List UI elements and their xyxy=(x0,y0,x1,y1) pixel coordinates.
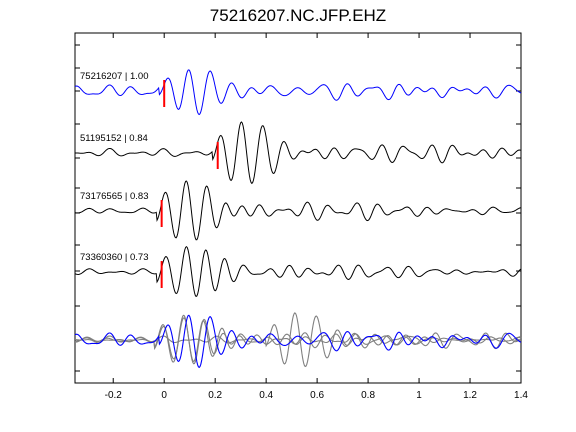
chart-title: 75216207.NC.JFP.EHZ xyxy=(209,6,387,25)
trace-label: 73176565 | 0.83 xyxy=(80,191,149,202)
x-tick-label: 1 xyxy=(416,390,422,401)
trace-line xyxy=(74,245,522,298)
x-axis: -0.2 0 0.2 0.4 0.6 0.8 1 1.2 1.4 xyxy=(105,33,528,401)
trace-label: 73360360 | 0.73 xyxy=(80,252,149,263)
x-tick-label: 1.4 xyxy=(514,390,528,401)
pick-markers xyxy=(160,80,219,288)
trace-label: 51195152 | 0.84 xyxy=(80,133,148,144)
trace-line xyxy=(74,121,522,185)
left-tick-marks xyxy=(75,44,80,372)
trace-label: 75216207 | 1.00 xyxy=(80,71,149,82)
traces-layer xyxy=(74,69,522,369)
x-tick-label: 0.8 xyxy=(361,390,375,401)
x-tick-label: -0.2 xyxy=(105,390,123,401)
x-tick-label: 0 xyxy=(161,390,167,401)
x-tick-label: 0.6 xyxy=(310,390,324,401)
stack-trace-line xyxy=(74,312,522,368)
trace-line xyxy=(74,180,522,241)
trace-labels: 75216207 | 1.00 51195152 | 0.84 73176565 |… xyxy=(80,71,149,263)
x-tick-label: 1.2 xyxy=(463,390,477,401)
stack-reference-line xyxy=(74,314,522,369)
trace-line xyxy=(74,69,522,116)
x-tick-label: 0.4 xyxy=(259,390,273,401)
x-tick-label: 0.2 xyxy=(208,390,222,401)
